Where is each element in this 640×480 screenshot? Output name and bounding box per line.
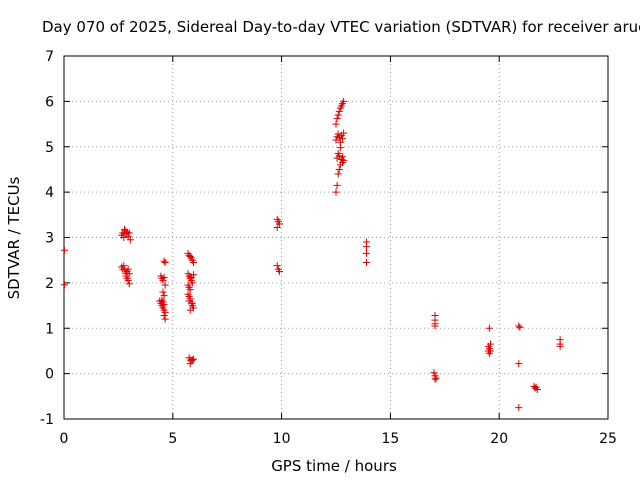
data-point-marker [485,324,493,332]
data-point-marker [275,220,283,228]
data-point-marker [516,323,524,331]
data-point-marker [160,273,168,281]
data-point-marker [339,159,347,167]
data-point-marker [332,188,340,196]
data-point-marker [556,342,564,350]
data-point-marker [120,262,128,270]
data-point-marker [160,257,168,265]
x-tick-label: 25 [599,431,617,447]
data-point-marker [333,181,341,189]
data-point-marker [124,265,132,273]
data-point-marker [160,312,168,320]
data-point-marker [332,120,340,128]
data-point-marker [430,369,438,377]
data-point-marker [340,129,348,137]
data-point-marker [187,273,195,281]
data-point-marker [340,97,348,105]
x-tick-label: 10 [273,431,291,447]
data-point-marker [339,135,347,143]
data-point-marker [335,165,343,173]
data-point-marker [432,374,440,382]
data-point-marker [273,262,281,270]
data-point-marker [159,277,167,285]
data-point-marker [515,322,523,330]
data-point-marker [60,281,68,289]
x-tick-labels: 0 5 10 15 20 25 [60,431,617,447]
grid-lines [64,56,608,419]
data-point-marker [188,299,196,307]
data-point-marker [160,292,168,300]
y-tick-label: 0 [45,367,54,383]
data-point-marker [124,277,132,285]
data-point-marker [126,236,134,244]
y-tick-label: 5 [45,140,54,156]
data-point-marker [186,286,194,294]
data-point-marker [161,308,169,316]
chart-title: Day 070 of 2025, Sidereal Day-to-day VTE… [42,18,640,36]
x-tick-label: 15 [381,431,399,447]
data-point-marker [60,246,68,254]
data-point-marker [161,315,169,323]
data-point-marker [335,107,343,115]
y-tick-label: 7 [45,49,54,65]
data-point-marker [186,360,194,368]
data-point-marker [515,360,523,368]
data-point-marker [486,347,494,355]
x-tick-label: 0 [60,431,69,447]
data-point-marker [334,130,342,138]
data-point-marker [334,170,342,178]
data-point-marker [159,288,167,296]
data-point-marker [275,268,283,276]
data-point-marker [189,355,197,363]
data-point-marker [515,404,523,412]
data-point-marker [158,296,166,304]
data-point-marker [336,138,344,146]
data-point-marker [125,270,133,278]
data-point-marker [125,280,133,288]
data-point-marker [161,281,169,289]
data-point-marker [161,258,169,266]
y-tick-labels: -1 0 1 2 3 4 5 6 7 [40,49,54,428]
data-points [60,97,564,412]
data-point-marker [188,279,196,287]
data-point-marker [186,253,194,261]
x-tick-label: 20 [490,431,508,447]
axis-ticks [63,55,609,420]
data-point-marker [160,301,168,309]
y-tick-label: 1 [45,321,54,337]
data-point-marker [339,153,347,161]
data-point-marker [533,386,541,394]
data-point-marker [362,243,370,251]
data-point-marker [362,258,370,266]
data-point-marker [189,258,197,266]
y-tick-label: -1 [40,412,54,428]
data-point-marker [486,340,494,348]
data-point-marker [362,249,370,257]
data-point-marker [273,224,281,232]
data-point-marker [431,322,439,330]
data-point-marker [186,306,194,314]
data-point-marker [125,229,133,237]
data-point-marker [333,115,341,123]
y-tick-label: 6 [45,94,54,110]
y-axis-label: SDTVAR / TECUs [5,176,23,299]
x-tick-label: 5 [168,431,177,447]
data-point-marker [120,225,128,233]
y-tick-label: 2 [45,276,54,292]
y-tick-label: 3 [45,231,54,247]
data-point-marker [431,375,439,383]
data-point-marker [335,152,343,160]
data-point-marker [188,356,196,364]
x-axis-label: GPS time / hours [271,457,397,475]
data-point-marker [334,111,342,119]
data-point-marker [120,234,128,241]
y-tick-label: 4 [45,185,54,201]
